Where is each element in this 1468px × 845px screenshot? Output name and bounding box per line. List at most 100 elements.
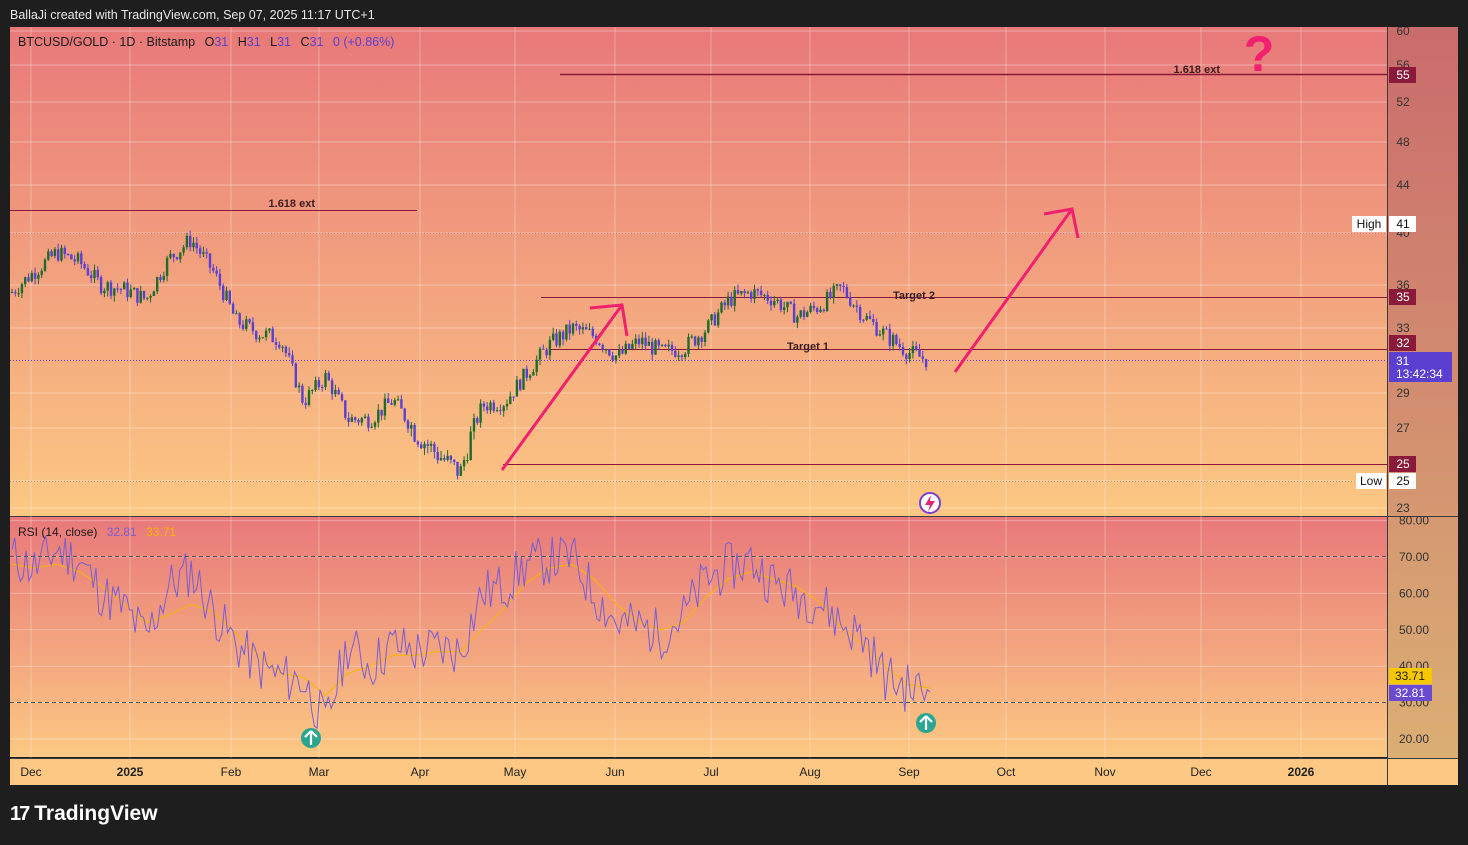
flash-event-icon[interactable] bbox=[919, 492, 941, 514]
open-label: O bbox=[205, 35, 215, 49]
arrow-up-2[interactable] bbox=[953, 208, 1074, 373]
candle-body bbox=[664, 344, 667, 347]
candle-body bbox=[370, 426, 373, 428]
chart-svg[interactable]: 232527293336404448525660 20.0030.0040.00… bbox=[10, 24, 1458, 785]
symbol-legend[interactable]: BTCUSD/GOLD · 1D · Bitstamp O31 H31 L31 … bbox=[18, 35, 394, 49]
candle-body bbox=[377, 409, 380, 423]
low-label: L bbox=[270, 35, 277, 49]
candle-body bbox=[809, 305, 812, 313]
candle-body bbox=[387, 398, 390, 403]
candle-body bbox=[182, 247, 185, 253]
candle-body bbox=[433, 443, 436, 452]
candle-body bbox=[726, 296, 730, 306]
candle-body bbox=[189, 236, 192, 248]
candle-body bbox=[459, 466, 462, 476]
candle-body bbox=[337, 389, 340, 395]
candle-body bbox=[146, 297, 149, 299]
badge-32: 32 bbox=[1389, 335, 1416, 351]
candle-body bbox=[872, 318, 875, 322]
candle-body bbox=[179, 252, 182, 260]
time-axis[interactable] bbox=[10, 758, 1458, 785]
candle-body bbox=[842, 285, 845, 288]
candle-body bbox=[561, 331, 565, 340]
candle-body bbox=[654, 340, 657, 355]
candle-body bbox=[152, 291, 156, 297]
chart-frame: 232527293336404448525660 20.0030.0040.00… bbox=[10, 24, 1458, 785]
badge-high: High 41 bbox=[1352, 216, 1416, 232]
svg-text:Low: Low bbox=[1360, 474, 1382, 488]
candle-body bbox=[354, 417, 357, 420]
candle-body bbox=[198, 248, 202, 254]
candle-body bbox=[816, 308, 819, 313]
candle-body bbox=[657, 340, 660, 346]
arrow-up-1[interactable] bbox=[500, 304, 624, 471]
candle-body bbox=[50, 251, 53, 257]
candle-body bbox=[231, 303, 235, 314]
candle-body bbox=[621, 349, 624, 354]
candle-body bbox=[20, 284, 24, 294]
rsi-legend[interactable]: RSI (14, close) 32.81 33.71 bbox=[18, 525, 176, 539]
x-tick-label: 2026 bbox=[1288, 765, 1315, 779]
candle-body bbox=[522, 368, 525, 390]
badge-35: 35 bbox=[1389, 289, 1416, 305]
rsi-tick-label: 20.00 bbox=[1399, 732, 1429, 746]
y-tick-label: 33 bbox=[1396, 321, 1410, 335]
candle-body bbox=[225, 290, 228, 301]
candle-body bbox=[578, 325, 581, 330]
candle-body bbox=[139, 290, 142, 303]
candle-body bbox=[103, 290, 106, 294]
candle-body bbox=[614, 355, 618, 360]
candle-body bbox=[588, 328, 591, 330]
low-value: 31 bbox=[277, 35, 291, 49]
candle-body bbox=[27, 277, 30, 282]
ext-left-label: 1.618 ext bbox=[269, 198, 316, 210]
badge-last-price: 31 13:42:34 bbox=[1389, 352, 1452, 382]
candle-body bbox=[509, 396, 512, 404]
rsi-tick-label: 50.00 bbox=[1399, 623, 1429, 637]
candle-body bbox=[156, 277, 159, 292]
candle-body bbox=[185, 236, 189, 248]
candle-body bbox=[608, 349, 611, 356]
candle-body bbox=[502, 406, 505, 412]
candle-body bbox=[750, 292, 753, 299]
candle-body bbox=[383, 398, 387, 416]
candle-body bbox=[446, 455, 449, 460]
candle-body bbox=[753, 289, 756, 299]
candle-body bbox=[713, 314, 717, 326]
candle-body bbox=[238, 313, 241, 325]
rsi-buy-arrow-icon[interactable] bbox=[916, 713, 936, 733]
tradingview-brand[interactable]: 17 TradingView bbox=[10, 802, 158, 826]
candle-body bbox=[205, 252, 208, 254]
price-pane[interactable] bbox=[10, 27, 1387, 516]
candle-body bbox=[786, 301, 789, 308]
candle-body bbox=[406, 420, 410, 429]
candle-body bbox=[852, 305, 855, 307]
tradingview-wordmark: TradingView bbox=[34, 802, 158, 825]
price-axis[interactable] bbox=[1387, 27, 1458, 758]
candle-body bbox=[858, 306, 862, 320]
candle-body bbox=[552, 333, 555, 340]
svg-text:31: 31 bbox=[1396, 354, 1410, 368]
x-tick-label: Nov bbox=[1094, 765, 1115, 779]
badge-25: 25 bbox=[1389, 456, 1416, 472]
badge-low: Low 25 bbox=[1356, 473, 1416, 489]
ext-top-label: 1.618 ext bbox=[1174, 64, 1221, 76]
candle-body bbox=[453, 459, 456, 462]
candle-body bbox=[347, 417, 350, 422]
candle-body bbox=[476, 418, 479, 423]
candle-body bbox=[918, 349, 921, 357]
badge-rsi: 32.81 bbox=[1389, 685, 1432, 701]
candle-body bbox=[73, 259, 76, 262]
candle-body bbox=[380, 409, 383, 416]
candle-body bbox=[416, 441, 420, 445]
candle-body bbox=[314, 380, 317, 391]
price-candles[interactable] bbox=[10, 230, 928, 480]
candle-body bbox=[261, 337, 264, 339]
tradingview-logo-icon: 17 bbox=[10, 802, 30, 825]
y-tick-label: 36 bbox=[1396, 278, 1410, 292]
candle-body bbox=[759, 290, 763, 295]
rsi-buy-arrow-icon[interactable] bbox=[301, 728, 321, 748]
candle-body bbox=[812, 305, 816, 309]
svg-text:25: 25 bbox=[1396, 474, 1410, 488]
candle-body bbox=[878, 334, 882, 336]
